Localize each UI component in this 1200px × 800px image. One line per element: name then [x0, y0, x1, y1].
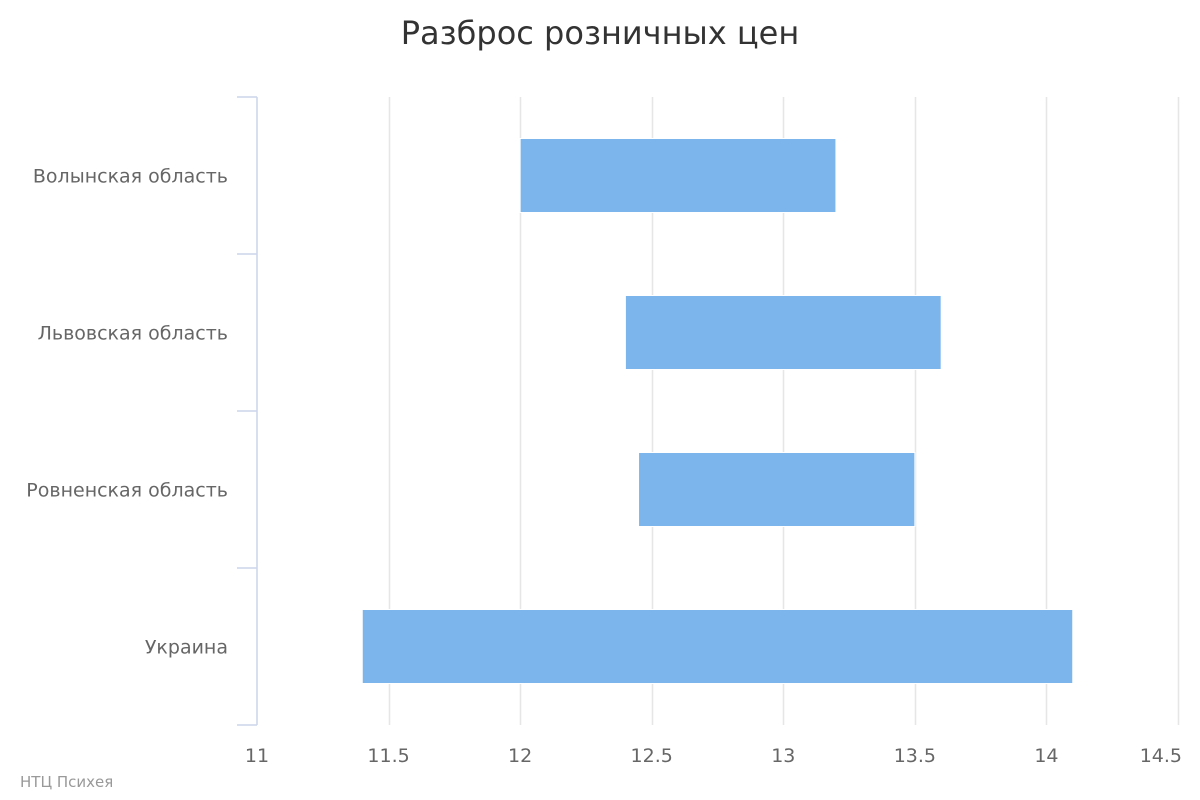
- category-labels: Волынская область Львовская область Ровнен…: [26, 166, 228, 659]
- x-tick-label: 12: [508, 745, 532, 767]
- credits-text: НТЦ Психея: [20, 773, 114, 791]
- range-bar: [519, 138, 837, 213]
- x-tick-label: 12.5: [631, 745, 673, 767]
- range-bar: [638, 452, 916, 527]
- range-bar: [361, 609, 1074, 684]
- chart-title: Разброс розничных цен: [400, 14, 800, 52]
- category-label: Украина: [145, 637, 228, 659]
- category-label: Львовская область: [38, 323, 228, 345]
- x-tick-label: 11: [245, 745, 269, 767]
- x-axis-tick-labels: 11 11.5 12 12.5 13 13.5 14 14.5: [245, 745, 1182, 767]
- x-tick-label: 14.5: [1140, 745, 1182, 767]
- range-bar: [624, 295, 942, 370]
- category-axis: [237, 96, 258, 726]
- x-tick-label: 11.5: [367, 745, 409, 767]
- x-tick-label: 13.5: [894, 745, 936, 767]
- x-tick-label: 13: [771, 745, 795, 767]
- category-label: Волынская область: [33, 166, 228, 188]
- x-tick-label: 14: [1034, 745, 1058, 767]
- category-label: Ровненская область: [26, 480, 228, 502]
- range-bars: [361, 138, 1074, 684]
